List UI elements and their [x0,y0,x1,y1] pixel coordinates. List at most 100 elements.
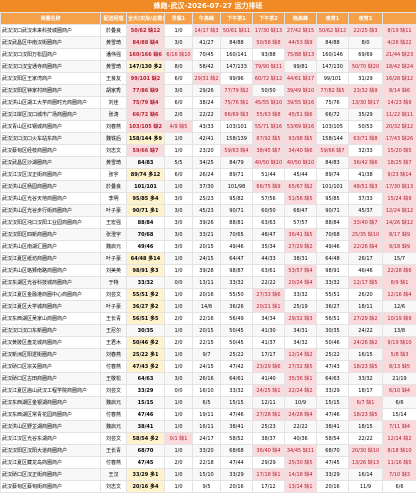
cell: 101/101 [316,180,349,193]
cell: 64/47 [220,252,253,265]
cell: 50/45 [220,336,253,349]
cell: 27/29 缺2 [348,312,383,325]
cell: 9/19 缺10 [382,336,416,349]
cell: 17/30 缺13 [382,180,416,193]
cell: 1/0 [164,324,193,337]
column-header: 夜宵2 [348,12,383,25]
cell: 1/0 [164,180,193,193]
cell: 26/17 [348,252,383,265]
cell: 3/0 [164,228,193,241]
cell: 16/10 [192,384,221,397]
row: 武汉汉阳区四新商圈商户 张澄宇 70/68 3/0 33/21 70/65 48/47 36/… [0,228,416,241]
cell: 64/63 [126,372,165,385]
cell: 84/79 [220,156,253,169]
cell: 25/22 [316,348,349,361]
cell: 33/20 [192,444,221,457]
cell: 武汉江夏区庙山武汉工程学院商圈商户 [0,384,101,397]
cell: 47/44 [220,456,253,469]
cell: 64/61 [220,372,253,385]
cell: 1/0 [164,300,193,313]
cell: 武汉江岸区汉口城市广场商圈商户 [0,108,101,121]
cell: 11/22 缺11 [382,108,416,121]
cell: 1/0 [164,396,193,409]
cell: 53/57 缺4 [284,264,317,277]
cell: 武汉汉口汉口火车站东商户 [0,132,101,145]
cell: 25/22 多1 [126,348,165,361]
cell: 6/0 [164,72,193,85]
cell: 58/52 [220,432,253,445]
cell: 武汉汉阳区沌口汉阳工业园商圈商户 [0,216,101,229]
cell: 89/74 多12 [126,168,165,181]
cell: 38/45 缺7 [252,144,285,157]
row: 武汉硚口区古田商圈商户 王敬松 64/63 3/0 26/16 64/61 41/40 35/… [0,372,416,385]
cell: 22/25 缺3 [348,24,383,37]
cell: 22/24 缺2 [284,384,317,397]
cell: 6/0 [164,168,193,181]
cell: 14/18 缺4 [284,468,317,481]
cell: 68/70 [126,444,165,457]
cell: 68/68 [220,444,253,457]
cell: 武汉汉口武汉未来科技城圈商户 [0,24,101,37]
cell: 160/146 [316,48,349,61]
cell: 8/0 [164,60,193,73]
cell: 4/9 缺5 [164,120,193,133]
cell: 12/14 缺2 [382,432,416,445]
cell: 99/101 [316,72,349,85]
cell: 27/33 缺6 [252,288,285,301]
cell: 36/27 多2 [126,300,165,313]
row: 武汉江汉区光谷东湖商户 刘芸文 58/54 多2 0/1 缺1 24/17 58/52 38… [0,432,416,445]
cell: 22/28 缺6 [382,264,416,277]
cell: 38/41 [126,420,165,433]
cell: 51/44 [252,168,285,181]
cell: 34/45 缺11 [284,444,317,457]
cell: 38/41 [316,420,349,433]
cell: 90/71 [316,204,349,217]
cell: 84/88 缺4 [126,36,165,49]
cell: 21/19 [382,372,416,385]
cell: 20/16 [192,288,221,301]
cell: 49/46 [126,240,165,253]
cell: 88/84 [316,216,349,229]
cell: 王敬松 [100,372,127,385]
cell: 20/21 缺1 [252,300,285,313]
cell: 8/17 缺9 [382,228,416,241]
cell: 2/0 [164,108,193,121]
cell: 6/10 缺4 [382,384,416,397]
row: 武汉东西湖区金银湖商圈商户 魏启元 15/15 1/0 6/5 15/15 12/11 10/… [0,396,416,409]
cell: 18/23 缺5 [348,408,383,421]
cell: 57/56 [252,192,285,205]
cell: 20/15 [192,240,221,253]
cell: 张涛 [100,108,127,121]
cell: 24/28 缺4 [284,408,317,421]
row: 武汉汉阳区钟家村商圈商户 胡家秀 77/86 缺9 3/0 29/26 77/79 缺2 5… [0,84,416,97]
cell: 7/10 缺3 [382,468,416,481]
cell: 33/29 [316,468,349,481]
cell: 18/42 缺24 [382,60,416,73]
cell: 93/98 缺5 [284,132,317,145]
cell: 43/33 [192,120,221,133]
cell: 84/83 [126,156,165,169]
cell: 9/7 [192,348,221,361]
cell: 於叠良 [100,180,127,193]
cell: 87/92 缺5 [252,132,285,145]
column-header: 晚高峰 [284,12,317,25]
cell: 17/30 缺13 [252,24,285,37]
cell: 20/24 缺4 [284,276,317,289]
cell: 3/0 [164,36,193,49]
cell: 36/41 缺5 [284,228,317,241]
cell: 84/88 [316,36,349,49]
cell: 9/5 [192,480,221,493]
cell: 90/71 [220,204,253,217]
cell: 88/81 [220,216,253,229]
cell: 王宏强 [100,216,127,229]
cell: 武汉洪山区珞狮南路商圈商户 [0,264,101,277]
cell: 58/42 [192,60,221,73]
cell: 18/17 [348,384,383,397]
cell: 12/16 缺4 [382,288,416,301]
cell: 武汉硚口区古田商圈商户 [0,372,101,385]
cell: 14/23 缺9 [382,96,416,109]
cell: 21/44 缺23 [382,48,416,61]
row: 武汉青山区红钢城商圈商户 刘春燕 103/105 缺2 4/9 缺5 43/33 103/… [0,120,416,133]
cell: 33/29 [126,384,165,397]
column-header: 早餐1 [164,12,193,25]
